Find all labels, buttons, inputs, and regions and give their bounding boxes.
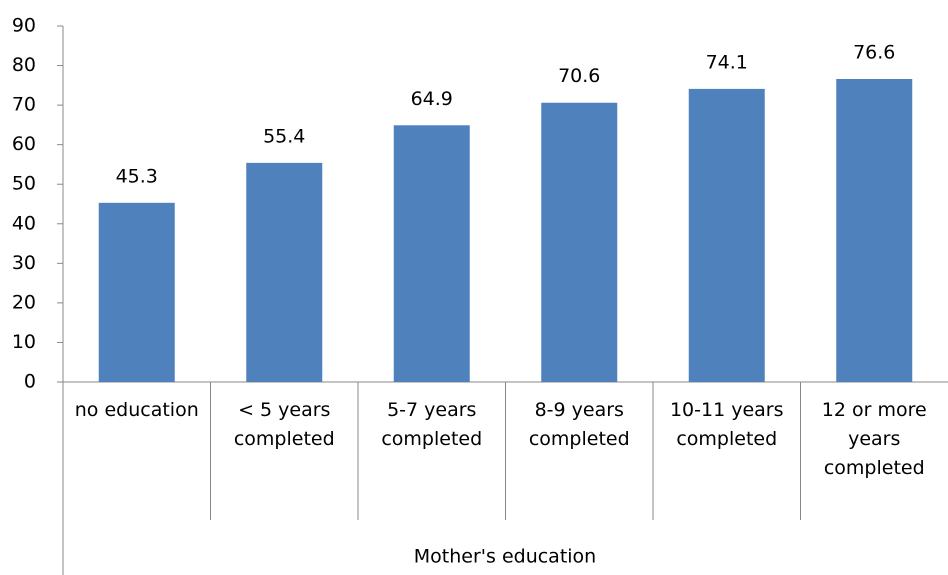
data-label: 45.3 <box>116 165 158 187</box>
data-label: 70.6 <box>558 65 600 87</box>
x-axis-title: Mother's education <box>414 546 596 568</box>
data-label: 64.9 <box>411 88 453 110</box>
bar <box>393 125 470 382</box>
bar <box>541 102 618 382</box>
data-label: 76.6 <box>853 42 895 64</box>
x-tick-label: 10-11 years completed <box>669 399 784 450</box>
bar <box>246 162 323 382</box>
data-label: 74.1 <box>706 51 748 73</box>
y-tick-label: 60 <box>12 133 36 155</box>
y-tick-label: 30 <box>12 252 36 274</box>
bar <box>98 202 175 382</box>
x-tick-label: 5-7 years completed <box>381 399 483 450</box>
data-label: 55.4 <box>263 125 305 147</box>
x-tick-label: 8-9 years completed <box>528 399 630 450</box>
y-tick-label: 70 <box>12 94 36 116</box>
x-tick-label: < 5 years completed <box>233 399 335 450</box>
x-tick-label: no education <box>74 399 199 421</box>
y-tick-label: 40 <box>12 212 36 234</box>
bar <box>836 79 913 382</box>
y-tick-label: 80 <box>12 54 36 76</box>
bar <box>688 88 765 382</box>
y-tick-label: 0 <box>24 371 36 393</box>
y-tick-label: 10 <box>12 331 36 353</box>
y-tick-label: 90 <box>12 15 36 37</box>
x-tick-label: 12 or more years completed <box>821 399 927 479</box>
y-tick-label: 50 <box>12 173 36 195</box>
y-tick-label: 20 <box>12 291 36 313</box>
